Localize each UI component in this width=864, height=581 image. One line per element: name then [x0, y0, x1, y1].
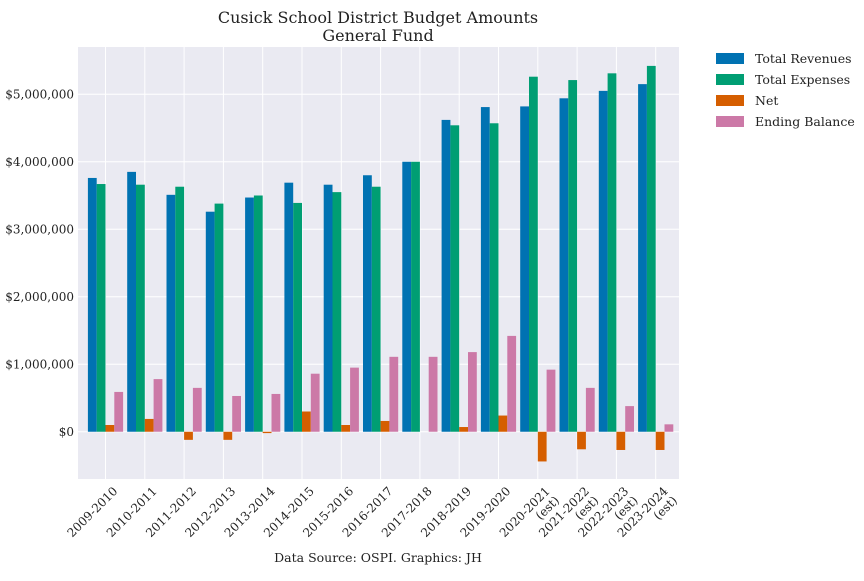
bar: [380, 420, 390, 432]
bar: [341, 425, 351, 432]
y-axis-ticks: $0 $1,000,000 $2,000,000 $3,000,000 $4,000,0…: [5, 87, 74, 439]
bar: [389, 356, 399, 432]
bar: [568, 80, 578, 432]
bar: [616, 431, 626, 450]
bar: [262, 431, 272, 434]
bar: [350, 367, 359, 432]
bar: [577, 431, 586, 450]
bar: [371, 186, 381, 432]
bar: [271, 393, 281, 432]
bar: [175, 186, 185, 432]
bar: [559, 98, 569, 432]
legend-swatch: [716, 53, 744, 64]
bar: [428, 356, 438, 432]
bar: [520, 106, 529, 432]
legend: Total Revenues Total Expenses Net Ending Ba…: [716, 51, 855, 129]
bar: [363, 175, 372, 432]
legend-label: Net: [755, 93, 778, 108]
chart-title: Cusick School District Budget Amounts: [218, 8, 538, 27]
bar: [638, 84, 647, 432]
bar: [105, 425, 115, 432]
bar: [144, 418, 154, 432]
bar: [223, 431, 233, 440]
bar: [153, 379, 163, 432]
bar: [450, 125, 460, 432]
legend-label: Ending Balance: [755, 114, 855, 129]
y-tick-label: $2,000,000: [5, 290, 74, 304]
bar: [245, 197, 254, 432]
bar: [192, 387, 202, 432]
bar: [498, 415, 508, 432]
legend-swatch: [716, 95, 744, 106]
bar: [468, 352, 477, 432]
bar: [607, 73, 617, 432]
y-tick-label: $3,000,000: [5, 222, 74, 236]
bar: [136, 184, 145, 432]
y-tick-label: $1,000,000: [5, 357, 74, 371]
bar: [302, 411, 311, 432]
bar: [402, 161, 412, 432]
legend-swatch: [716, 116, 744, 127]
y-tick-label: $0: [59, 425, 74, 439]
bar: [411, 161, 420, 432]
bar: [127, 171, 136, 432]
bar: [232, 395, 241, 432]
bar: [480, 107, 490, 432]
bar: [655, 431, 665, 450]
bars: [87, 65, 674, 462]
bar: [529, 76, 538, 432]
bar: [253, 195, 263, 432]
bar: [507, 335, 517, 432]
x-axis-ticks: 2009-20102010-20112011-20122012-20132013…: [64, 484, 679, 540]
bar: [205, 211, 215, 432]
bar: [114, 391, 124, 432]
bar: [646, 65, 656, 432]
bar: [284, 182, 294, 432]
legend-label: Total Expenses: [755, 72, 850, 87]
legend-label: Total Revenues: [755, 51, 852, 66]
bar: [214, 203, 224, 432]
bar: [546, 369, 556, 432]
bar: [166, 194, 176, 432]
bar: [625, 406, 634, 432]
bar: [489, 123, 499, 432]
y-tick-label: $4,000,000: [5, 155, 74, 169]
bar: [332, 192, 342, 432]
bar: [585, 387, 595, 432]
bar: [537, 431, 547, 462]
bar: [310, 373, 320, 432]
bar: [598, 90, 608, 432]
data-source-note: Data Source: OSPI. Graphics: JH: [274, 550, 482, 565]
bar: [87, 177, 97, 432]
bar: [441, 119, 451, 432]
bar: [664, 424, 674, 432]
bar: [293, 202, 302, 432]
bar: [96, 184, 106, 432]
legend-swatch: [716, 74, 744, 85]
bar: [184, 431, 193, 440]
chart-subtitle: General Fund: [322, 26, 433, 45]
bar: [459, 427, 468, 432]
y-tick-label: $5,000,000: [5, 87, 74, 101]
bar: [323, 184, 333, 432]
